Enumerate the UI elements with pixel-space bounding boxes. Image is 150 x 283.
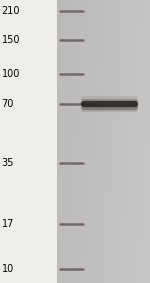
Bar [0,0,57,283]
Text: 70: 70 [2,99,14,110]
Text: 210: 210 [2,6,20,16]
Text: 17: 17 [2,219,14,229]
Text: 150: 150 [2,35,20,45]
Text: 100: 100 [2,69,20,79]
Text: 10: 10 [2,264,14,274]
Text: 35: 35 [2,158,14,168]
